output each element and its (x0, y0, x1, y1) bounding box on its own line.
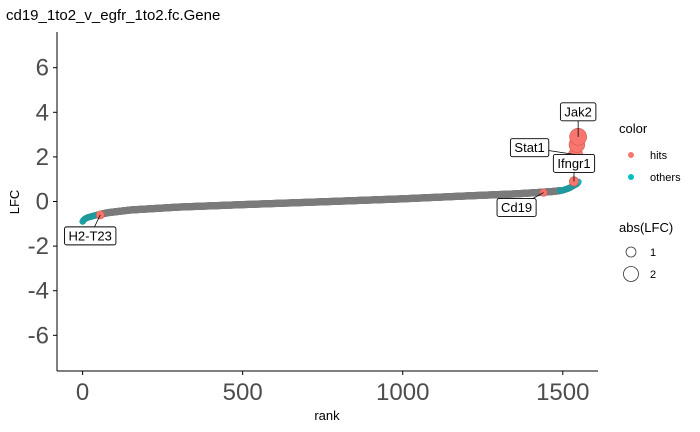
legend-size-label-1: 1 (650, 247, 656, 259)
hit-label: Stat1 (514, 140, 544, 155)
labels-layer: H2-T23 Cd19 Ifngr1 Stat1 Jak2 (64, 102, 597, 246)
y-tick-label: 4 (36, 99, 49, 126)
legend-size-key-2 (623, 266, 639, 282)
x-tick-label: 0 (76, 379, 89, 406)
legend-key-hits (628, 152, 634, 158)
y-tick-label: -6 (28, 322, 49, 349)
legend-label-hits: hits (650, 150, 668, 162)
axes-layer: -6 -4 -2 0 2 4 6 0 500 1000 1500 (28, 55, 590, 406)
y-tick-label: 2 (36, 144, 49, 171)
y-axis-label: LFC (7, 190, 22, 215)
hit-label: H2-T23 (69, 228, 112, 243)
x-tick-label: 500 (223, 379, 263, 406)
y-tick-label: -4 (28, 278, 49, 305)
legend-color-title: color (619, 121, 648, 136)
y-tick-label: 6 (36, 55, 49, 82)
x-axis-label: rank (314, 408, 340, 423)
legend-key-others (628, 174, 634, 180)
legend-size-label-2: 2 (650, 269, 656, 281)
hit-label: Ifngr1 (557, 156, 590, 171)
hit-label-box (509, 138, 550, 158)
hit-label-box (496, 198, 537, 218)
y-tick-label: 0 (36, 189, 49, 216)
y-tick-label: -2 (28, 233, 49, 260)
x-tick-label: 1000 (376, 379, 429, 406)
legend-label-others: others (650, 172, 681, 184)
hit-label: Cd19 (501, 200, 532, 215)
hit-label: Jak2 (564, 104, 591, 119)
chart-title: cd19_1to2_v_egfr_1to2.fc.Gene (6, 7, 220, 24)
legend: color hits others abs(LFC) 1 2 (619, 121, 681, 282)
legend-size-key-1 (625, 246, 637, 258)
hit-label-box (64, 226, 117, 246)
x-tick-label: 1500 (536, 379, 589, 406)
hit-label-box (559, 102, 597, 122)
legend-size-title: abs(LFC) (619, 220, 673, 235)
